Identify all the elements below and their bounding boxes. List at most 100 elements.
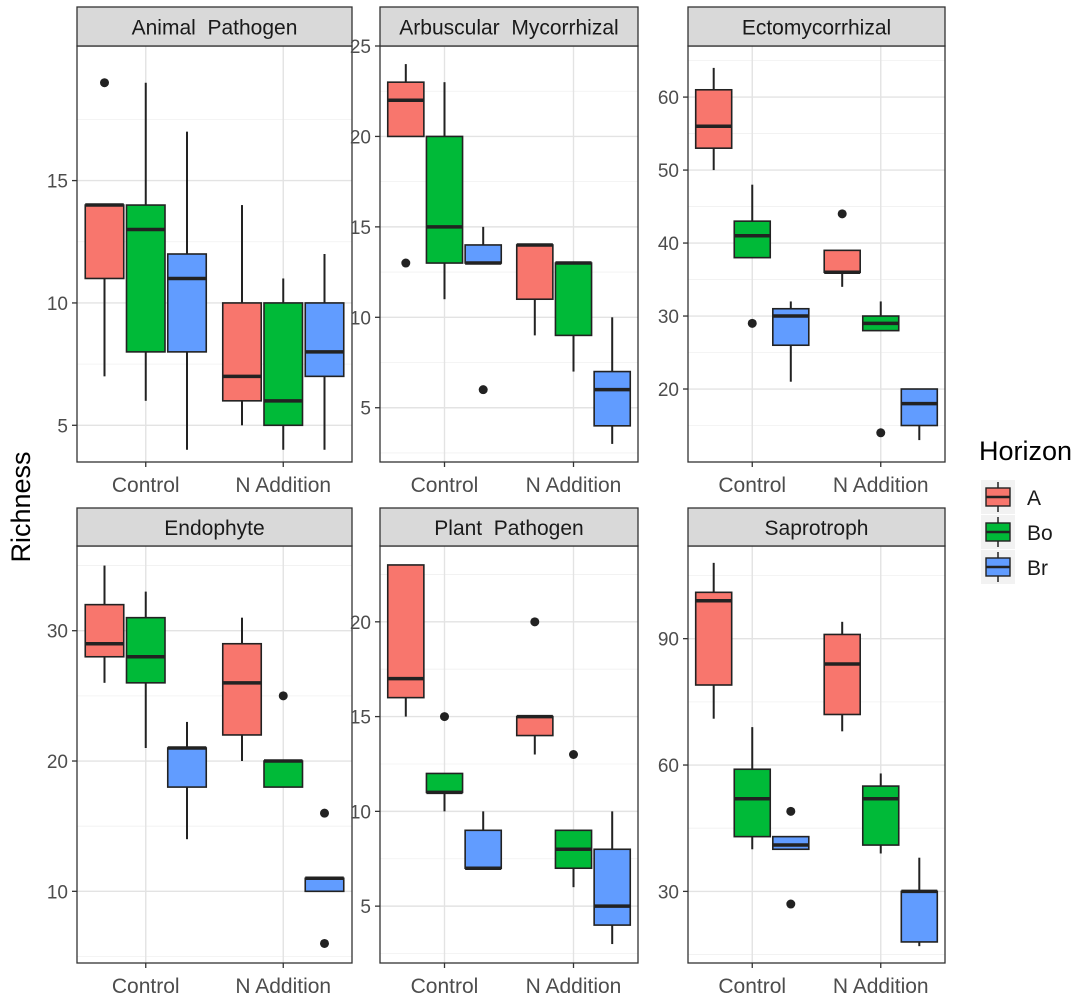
box-body (221, 302, 263, 402)
box-body (694, 591, 733, 686)
box-body (166, 253, 208, 353)
y-tick-label: 60 (658, 756, 679, 777)
outlier-point (278, 691, 288, 701)
box-body (861, 785, 900, 846)
facet-strip (76, 507, 353, 547)
facet-title: Saprotroph (765, 517, 869, 540)
box-n-addition-a (515, 243, 554, 336)
y-tick-label: 5 (360, 897, 371, 918)
box-control-br (772, 301, 810, 382)
facet-panel: Animal Pathogen 5 10 15 Control N Addition (47, 6, 353, 497)
y-axis-title: Richness (6, 451, 36, 562)
outlier-point (569, 750, 578, 759)
y-tick-label: 50 (658, 161, 679, 182)
box-body (304, 877, 345, 893)
y-tick-label: 15 (350, 708, 371, 729)
x-tick-label: N Addition (235, 474, 331, 497)
y-tick-label: 10 (47, 294, 68, 315)
facet-title: Endophyte (164, 517, 264, 540)
x-tick-label: Control (718, 975, 786, 998)
legend-label: Br (1027, 557, 1048, 580)
box-body (386, 564, 425, 699)
x-tick-label: Control (718, 474, 786, 497)
facet-title: Ectomycorrhizal (742, 17, 891, 40)
box-body (772, 307, 810, 347)
box-n-addition-bo (554, 261, 593, 372)
box-body (694, 88, 733, 149)
y-tick-label: 10 (47, 882, 68, 903)
box-control-a (84, 78, 125, 377)
box-body (900, 388, 939, 427)
box-body (125, 204, 166, 353)
box-n-addition-bo (861, 301, 900, 438)
box-control-a (84, 565, 125, 683)
x-tick-label: N Addition (526, 474, 622, 497)
box-n-addition-bo (554, 750, 593, 888)
box-control-a (694, 67, 733, 171)
box-n-addition-bo (861, 773, 900, 854)
box-body (733, 220, 772, 259)
y-tick-label: 10 (350, 802, 371, 823)
facet-panel: Arbuscular Mycorrhizal 5 10 15 20 25 Control N … (350, 6, 639, 497)
box-body (304, 302, 345, 378)
box-n-addition-br (304, 254, 345, 450)
y-tick-label: 5 (57, 416, 68, 437)
box-body (166, 747, 208, 788)
x-tick-label: Control (411, 975, 479, 998)
facet-title: Animal Pathogen (132, 17, 298, 40)
legend-label: A (1027, 487, 1041, 510)
box-n-addition-br (900, 857, 939, 947)
box-control-a (386, 564, 425, 717)
y-tick-label: 90 (658, 630, 679, 651)
box-body (593, 848, 632, 926)
outlier-point (440, 712, 449, 722)
box-body (386, 81, 425, 138)
outlier-point (876, 428, 886, 438)
outlier-point (747, 318, 757, 328)
box-n-addition-a (823, 209, 861, 287)
facet-strip (379, 507, 639, 547)
y-tick-label: 20 (350, 127, 371, 148)
outlier-point (478, 385, 488, 395)
box-body (125, 616, 166, 684)
box-body (593, 370, 632, 427)
y-tick-label: 15 (350, 218, 371, 239)
box-body (515, 244, 554, 301)
legend-title: Horizon (979, 436, 1072, 466)
box-n-addition-a (823, 621, 861, 732)
y-tick-label: 30 (47, 622, 68, 643)
legend-entry-bo: Bo (981, 515, 1053, 549)
outlier-point (320, 808, 329, 818)
y-tick-label: 20 (658, 380, 679, 401)
box-control-br (464, 226, 503, 395)
box-control-br (166, 721, 208, 840)
x-tick-label: N Addition (526, 975, 622, 998)
box-body (515, 715, 554, 737)
facet-title: Arbuscular Mycorrhizal (399, 17, 618, 40)
x-tick-label: Control (411, 474, 479, 497)
facet-strip (379, 6, 639, 47)
outlier-point (100, 78, 109, 88)
box-n-addition-bo (263, 691, 304, 788)
facet-strip (687, 6, 946, 47)
y-tick-label: 30 (658, 882, 679, 903)
outlier-point (320, 938, 329, 948)
box-control-bo (425, 712, 464, 812)
box-body (733, 768, 772, 838)
x-tick-label: N Addition (833, 975, 929, 998)
box-body (263, 302, 304, 427)
y-tick-label: 25 (350, 37, 371, 58)
box-n-addition-br (304, 808, 345, 948)
y-tick-label: 60 (658, 88, 679, 109)
legend-entry-br: Br (981, 550, 1048, 584)
y-tick-label: 20 (47, 752, 68, 773)
box-control-br (772, 806, 810, 909)
x-tick-label: N Addition (235, 975, 331, 998)
box-body (900, 890, 939, 943)
box-control-bo (733, 184, 772, 328)
box-body (464, 829, 503, 870)
outlier-point (401, 258, 411, 268)
y-tick-label: 20 (350, 613, 371, 634)
